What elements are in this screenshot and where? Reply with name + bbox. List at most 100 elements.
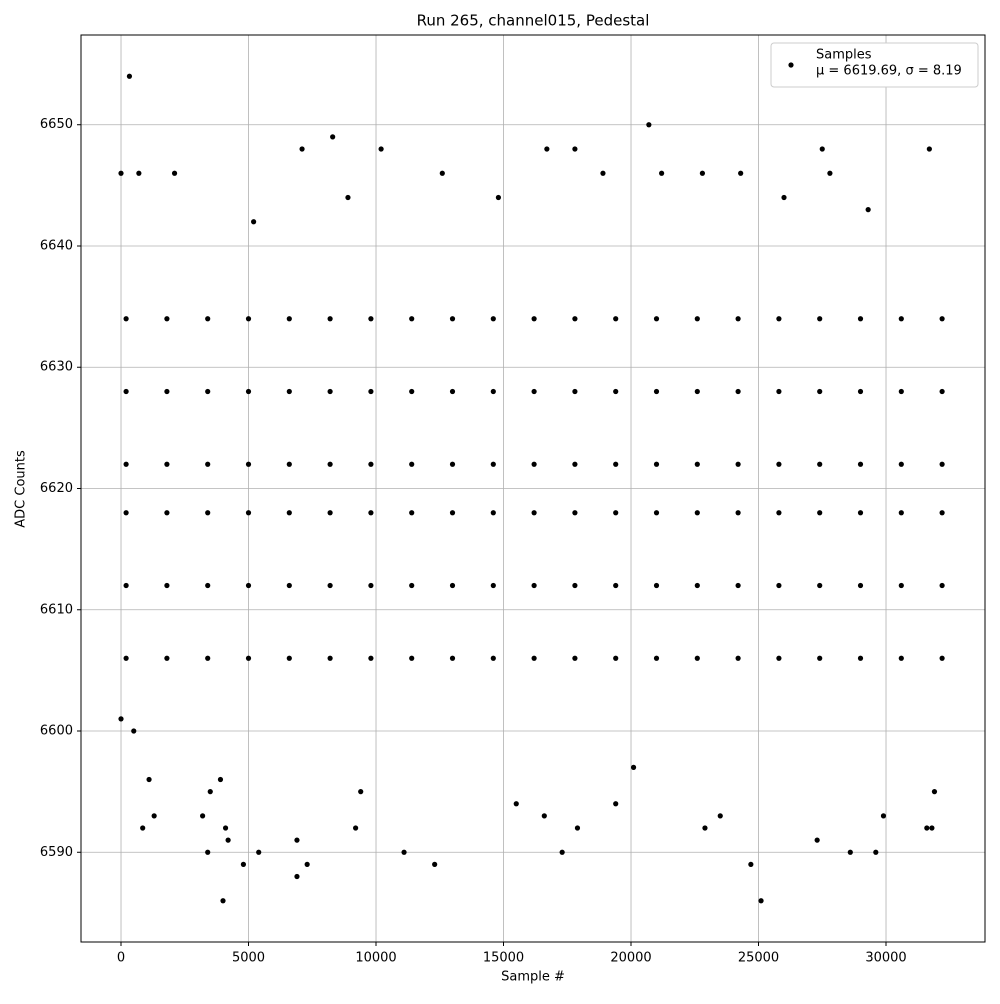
data-point — [939, 316, 945, 322]
data-point — [245, 655, 252, 661]
data-point — [490, 510, 496, 516]
data-point — [531, 582, 537, 589]
data-point — [490, 316, 496, 322]
data-point — [245, 582, 252, 589]
data-point — [432, 861, 438, 867]
data-point — [898, 461, 904, 467]
data-point — [613, 655, 619, 661]
data-point — [735, 582, 741, 589]
y-tick-label: 6620 — [40, 481, 73, 496]
data-point — [748, 861, 754, 867]
data-point — [531, 461, 537, 467]
data-point — [368, 388, 374, 395]
data-point — [251, 219, 257, 225]
data-point — [286, 316, 292, 322]
data-point — [490, 461, 496, 467]
data-point — [118, 170, 124, 176]
data-point — [898, 316, 904, 322]
data-point — [123, 582, 129, 589]
x-tick-label: 20000 — [610, 951, 651, 966]
data-point — [817, 388, 823, 395]
data-point — [857, 461, 864, 467]
data-point — [694, 655, 700, 661]
data-point — [572, 146, 578, 152]
data-point — [490, 655, 496, 661]
data-point — [630, 764, 637, 770]
data-point — [857, 316, 864, 322]
data-point — [353, 825, 359, 831]
data-point — [449, 316, 456, 322]
data-point — [781, 194, 787, 201]
data-point — [600, 170, 606, 176]
data-point — [653, 510, 660, 516]
data-point — [613, 582, 619, 589]
data-point — [171, 170, 178, 176]
data-point — [735, 316, 741, 322]
data-point — [327, 655, 333, 661]
data-point — [205, 849, 211, 855]
data-point — [653, 316, 660, 322]
data-point — [136, 170, 142, 176]
data-point — [217, 776, 224, 783]
data-point — [694, 510, 700, 516]
data-point — [776, 655, 782, 661]
data-point — [146, 776, 152, 783]
data-point — [205, 582, 211, 589]
data-point — [286, 582, 292, 589]
data-point — [613, 510, 619, 516]
data-point — [164, 388, 170, 395]
data-point — [327, 582, 333, 589]
data-point — [449, 388, 456, 395]
data-point — [286, 388, 292, 395]
data-point — [817, 582, 823, 589]
data-point — [931, 789, 938, 795]
y-tick-label: 6640 — [40, 238, 73, 253]
data-point — [817, 510, 823, 516]
data-point — [286, 655, 292, 661]
data-point — [531, 388, 537, 395]
data-point — [240, 861, 247, 867]
data-point — [304, 861, 310, 867]
data-point — [817, 461, 823, 467]
data-point — [164, 316, 170, 322]
data-point — [847, 849, 853, 855]
data-point — [939, 388, 945, 395]
data-point — [449, 510, 456, 516]
data-point — [694, 461, 700, 467]
data-point — [738, 170, 744, 176]
data-point — [717, 813, 723, 819]
data-point — [814, 837, 820, 843]
x-tick-label: 25000 — [738, 951, 779, 966]
data-point — [368, 655, 374, 661]
data-point — [613, 388, 619, 395]
legend-box — [770, 42, 979, 88]
data-point — [541, 813, 547, 819]
data-point — [613, 801, 619, 807]
data-point — [939, 582, 945, 589]
data-point — [659, 170, 665, 176]
data-point — [222, 825, 229, 831]
data-point — [776, 388, 782, 395]
data-point — [131, 728, 137, 734]
data-point — [865, 207, 871, 213]
data-point — [694, 388, 700, 395]
data-point — [694, 316, 700, 322]
data-point — [164, 582, 170, 589]
data-point — [409, 316, 415, 322]
data-point — [409, 655, 415, 661]
data-point — [207, 789, 213, 795]
data-point — [572, 582, 578, 589]
data-point — [572, 655, 578, 661]
data-point — [776, 510, 782, 516]
data-point — [123, 510, 129, 516]
data-point — [653, 388, 660, 395]
data-point — [572, 510, 578, 516]
y-tick-label: 6610 — [40, 602, 73, 617]
chart-title: Run 265, channel015, Pedestal — [417, 12, 650, 30]
data-point — [776, 316, 782, 322]
data-point — [699, 170, 706, 176]
data-point — [368, 510, 374, 516]
data-point — [735, 461, 741, 467]
data-point — [245, 461, 252, 467]
